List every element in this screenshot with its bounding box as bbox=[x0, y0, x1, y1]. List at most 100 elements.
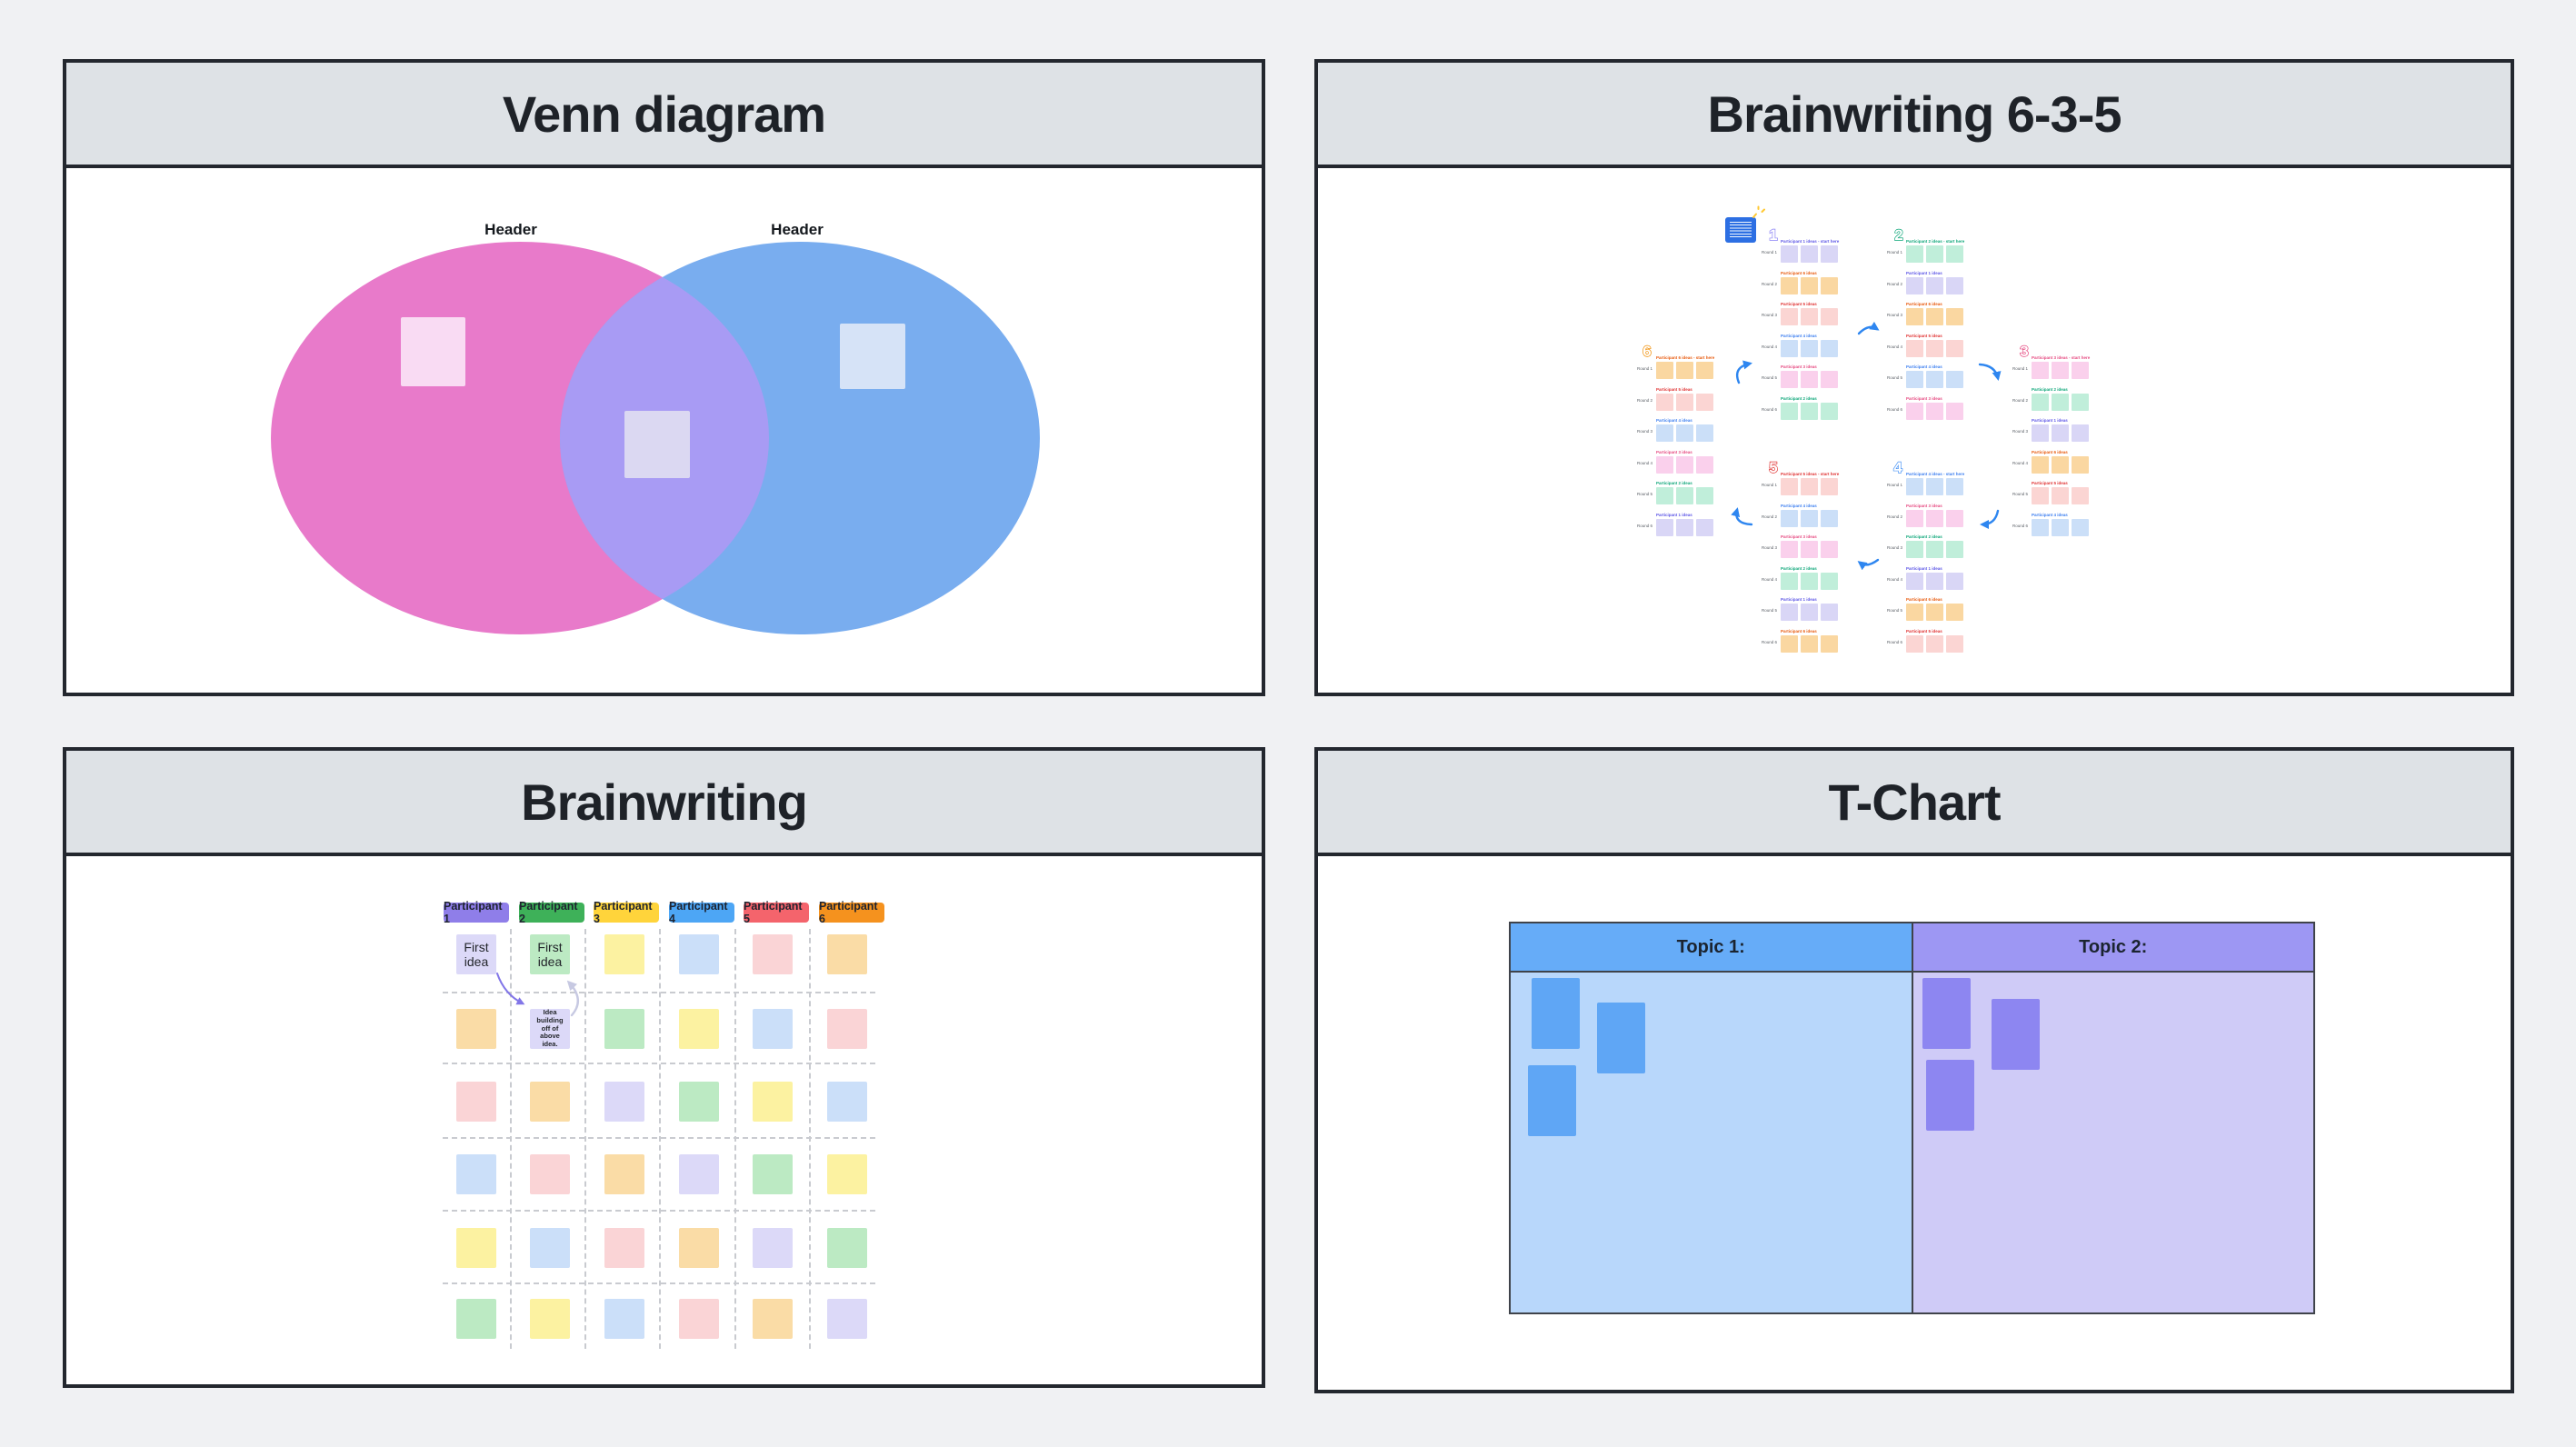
mini-sticky[interactable] bbox=[1906, 308, 1923, 325]
section-number-6[interactable]: 6 bbox=[1636, 341, 1658, 361]
mini-sticky[interactable] bbox=[1781, 634, 1798, 653]
mini-sticky[interactable] bbox=[1801, 339, 1818, 357]
mini-sticky[interactable] bbox=[1656, 362, 1673, 379]
arrow-building-to-first-idea[interactable] bbox=[566, 980, 579, 1017]
sticky-r2-c1[interactable] bbox=[456, 1009, 496, 1049]
group-label-s4-r1[interactable]: Participant 4 ideas - start here bbox=[1906, 472, 1965, 476]
group-label-s3-r2[interactable]: Participant 2 ideas bbox=[2032, 386, 2068, 392]
venn-overlap-note[interactable] bbox=[624, 411, 690, 478]
venn-circle-header-2[interactable]: Header bbox=[771, 221, 824, 238]
mini-sticky[interactable] bbox=[1946, 371, 1963, 388]
mini-sticky[interactable] bbox=[2052, 424, 2069, 442]
mini-sticky[interactable] bbox=[1906, 371, 1923, 388]
mini-sticky[interactable] bbox=[1946, 509, 1963, 527]
instruction-note[interactable] bbox=[1725, 217, 1756, 243]
group-label-s2-r5[interactable]: Participant 4 ideas bbox=[1906, 364, 1942, 369]
group-label-s5-r4[interactable]: Participant 2 ideas bbox=[1781, 565, 1817, 571]
mini-sticky[interactable] bbox=[2072, 455, 2089, 474]
mini-sticky[interactable] bbox=[1656, 393, 1673, 411]
flow-arrow-3-4[interactable] bbox=[1979, 509, 2000, 530]
t-chart-sticky-1[interactable] bbox=[1532, 978, 1580, 1049]
sticky-r4-c6[interactable] bbox=[827, 1154, 867, 1194]
mini-sticky[interactable] bbox=[1656, 424, 1673, 442]
section-number-1[interactable]: 1 bbox=[1762, 225, 1784, 244]
mini-sticky[interactable] bbox=[1781, 308, 1798, 325]
mini-sticky[interactable] bbox=[1656, 487, 1673, 504]
mini-sticky[interactable] bbox=[1906, 541, 1923, 558]
flow-arrow-2-3[interactable] bbox=[1978, 363, 2002, 381]
sticky-r6-c6[interactable] bbox=[827, 1299, 867, 1339]
participant-pill-4[interactable]: Participant 4 bbox=[669, 900, 734, 925]
mini-sticky[interactable] bbox=[1781, 509, 1798, 527]
group-label-s4-r4[interactable]: Participant 1 ideas bbox=[1906, 565, 1942, 571]
mini-sticky[interactable] bbox=[1656, 455, 1673, 474]
mini-sticky[interactable] bbox=[1821, 634, 1838, 653]
t-chart-sticky-4[interactable] bbox=[1922, 978, 1971, 1049]
mini-sticky[interactable] bbox=[1801, 276, 1818, 294]
group-label-s5-r5[interactable]: Participant 1 ideas bbox=[1781, 597, 1817, 602]
sticky-r2-c6[interactable] bbox=[827, 1009, 867, 1049]
mini-sticky[interactable] bbox=[2072, 362, 2089, 379]
mini-sticky[interactable] bbox=[1926, 572, 1943, 590]
mini-sticky[interactable] bbox=[2032, 487, 2049, 504]
group-label-s1-r6[interactable]: Participant 2 ideas bbox=[1781, 395, 1817, 401]
frame-title-t-chart[interactable]: T-Chart bbox=[1828, 773, 2002, 831]
mini-sticky[interactable] bbox=[1676, 424, 1693, 442]
venn-right-circle-note[interactable] bbox=[840, 324, 905, 389]
mini-sticky[interactable] bbox=[1781, 572, 1798, 590]
mini-sticky[interactable] bbox=[1926, 509, 1943, 527]
mini-sticky[interactable] bbox=[1906, 402, 1923, 420]
section-number-2[interactable]: 2 bbox=[1888, 225, 1910, 244]
group-label-s1-r3[interactable]: Participant 5 ideas bbox=[1781, 302, 1817, 306]
sticky-r5-c4[interactable] bbox=[679, 1228, 719, 1268]
sticky-r2-c3[interactable] bbox=[604, 1009, 644, 1049]
frame-title-venn[interactable]: Venn diagram bbox=[502, 85, 826, 143]
t-chart-sticky-2[interactable] bbox=[1597, 1003, 1645, 1073]
mini-sticky[interactable] bbox=[1696, 362, 1713, 379]
mini-sticky[interactable] bbox=[2052, 455, 2069, 474]
sticky-r6-c2[interactable] bbox=[530, 1299, 570, 1339]
mini-sticky[interactable] bbox=[1801, 478, 1818, 495]
mini-sticky[interactable] bbox=[2072, 487, 2089, 504]
mini-sticky[interactable] bbox=[2052, 487, 2069, 504]
group-label-s6-r3[interactable]: Participant 4 ideas bbox=[1656, 418, 1692, 423]
sticky-r4-c5[interactable] bbox=[753, 1154, 793, 1194]
section-number-4[interactable]: 4 bbox=[1887, 457, 1909, 477]
participant-pill-5[interactable]: Participant 5 bbox=[744, 900, 809, 925]
group-label-s6-r2[interactable]: Participant 5 ideas bbox=[1656, 386, 1692, 392]
mini-sticky[interactable] bbox=[1821, 604, 1838, 621]
group-label-s4-r6[interactable]: Participant 5 ideas bbox=[1906, 628, 1942, 634]
group-label-s2-r3[interactable]: Participant 6 ideas bbox=[1906, 302, 1942, 306]
sticky-r3-c3[interactable] bbox=[604, 1082, 644, 1122]
sticky-r5-c1[interactable] bbox=[456, 1228, 496, 1268]
mini-sticky[interactable] bbox=[2032, 424, 2049, 442]
mini-sticky[interactable] bbox=[1946, 308, 1963, 325]
group-label-s4-r2[interactable]: Participant 3 ideas bbox=[1906, 503, 1942, 508]
mini-sticky[interactable] bbox=[1676, 487, 1693, 504]
mini-sticky[interactable] bbox=[1906, 572, 1923, 590]
mini-sticky[interactable] bbox=[1801, 509, 1818, 527]
mini-sticky[interactable] bbox=[1676, 393, 1693, 411]
mini-sticky[interactable] bbox=[1926, 478, 1943, 495]
group-label-s1-r5[interactable]: Participant 3 ideas bbox=[1781, 364, 1817, 369]
group-label-s3-r3[interactable]: Participant 1 ideas bbox=[2032, 418, 2068, 423]
t-chart-topic1-header[interactable]: Topic 1: bbox=[1511, 923, 1912, 973]
mini-sticky[interactable] bbox=[2072, 393, 2089, 411]
group-label-s2-r1[interactable]: Participant 2 ideas - start here bbox=[1906, 239, 1965, 244]
mini-sticky[interactable] bbox=[1906, 245, 1923, 263]
sticky-r3-c6[interactable] bbox=[827, 1082, 867, 1122]
sticky-r4-c1[interactable] bbox=[456, 1154, 496, 1194]
participant-pill-6[interactable]: Participant 6 bbox=[819, 900, 884, 925]
mini-sticky[interactable] bbox=[1906, 339, 1923, 357]
t-chart-sticky-5[interactable] bbox=[1992, 999, 2040, 1070]
sticky-r3-c4[interactable] bbox=[679, 1082, 719, 1122]
mini-sticky[interactable] bbox=[1781, 245, 1798, 263]
mini-sticky[interactable] bbox=[1801, 572, 1818, 590]
group-label-s1-r1[interactable]: Participant 1 ideas - start here bbox=[1781, 239, 1840, 244]
mini-sticky[interactable] bbox=[1801, 245, 1818, 263]
mini-sticky[interactable] bbox=[1906, 276, 1923, 294]
mini-sticky[interactable] bbox=[2032, 455, 2049, 474]
section-number-3[interactable]: 3 bbox=[2013, 341, 2035, 361]
mini-sticky[interactable] bbox=[1676, 455, 1693, 474]
